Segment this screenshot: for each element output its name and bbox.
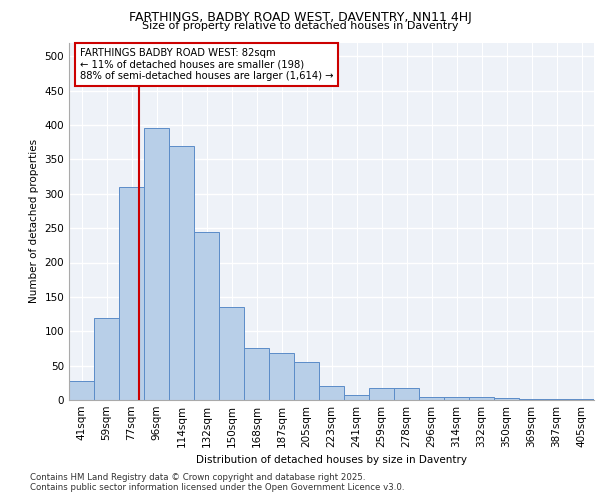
Text: Size of property relative to detached houses in Daventry: Size of property relative to detached ho… — [142, 21, 458, 31]
Text: Contains public sector information licensed under the Open Government Licence v3: Contains public sector information licen… — [30, 484, 404, 492]
Bar — [369, 388, 394, 400]
Bar — [544, 398, 569, 400]
Bar — [519, 398, 544, 400]
Bar — [469, 397, 494, 400]
Bar — [219, 307, 244, 400]
Bar — [94, 318, 119, 400]
Bar — [444, 396, 469, 400]
Bar — [344, 394, 369, 400]
Bar — [169, 146, 194, 400]
X-axis label: Distribution of detached houses by size in Daventry: Distribution of detached houses by size … — [196, 456, 467, 466]
Bar — [144, 128, 169, 400]
Bar — [419, 396, 444, 400]
Bar — [319, 386, 344, 400]
Text: FARTHINGS BADBY ROAD WEST: 82sqm
← 11% of detached houses are smaller (198)
88% : FARTHINGS BADBY ROAD WEST: 82sqm ← 11% o… — [79, 48, 333, 81]
Text: FARTHINGS, BADBY ROAD WEST, DAVENTRY, NN11 4HJ: FARTHINGS, BADBY ROAD WEST, DAVENTRY, NN… — [128, 11, 472, 24]
Bar — [394, 388, 419, 400]
Y-axis label: Number of detached properties: Number of detached properties — [29, 139, 39, 304]
Bar — [494, 398, 519, 400]
Text: Contains HM Land Registry data © Crown copyright and database right 2025.: Contains HM Land Registry data © Crown c… — [30, 474, 365, 482]
Bar — [269, 353, 294, 400]
Bar — [194, 232, 219, 400]
Bar — [244, 348, 269, 400]
Bar — [69, 381, 94, 400]
Bar — [569, 398, 594, 400]
Bar — [294, 362, 319, 400]
Bar — [119, 187, 144, 400]
